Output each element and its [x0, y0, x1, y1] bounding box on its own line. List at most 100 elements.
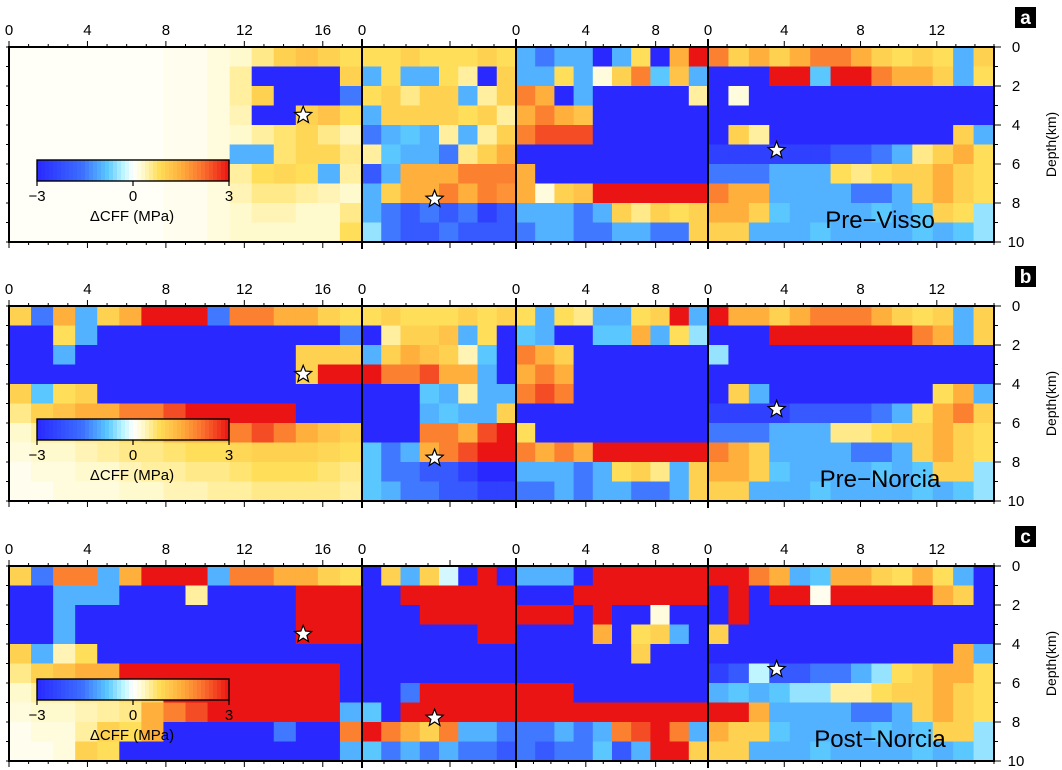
heatmap-cell	[339, 183, 363, 204]
heatmap-cell	[53, 47, 76, 68]
heatmap-cell	[381, 605, 402, 626]
heatmap-cell	[912, 481, 934, 502]
x-tick-label: 4	[780, 22, 788, 39]
heatmap-cell	[631, 86, 651, 107]
heatmap-cell	[207, 481, 231, 502]
heatmap-cell	[251, 183, 275, 204]
heatmap-cell	[535, 125, 555, 146]
heatmap-cell	[97, 47, 120, 68]
heatmap-cell	[207, 624, 231, 645]
heatmap-cell	[535, 403, 555, 424]
heatmap-cell	[362, 481, 382, 502]
heatmap-cell	[141, 183, 165, 204]
heatmap-cell	[229, 663, 253, 684]
heatmap-cell	[317, 325, 341, 346]
heatmap-cell	[53, 364, 76, 385]
heatmap-cell	[163, 66, 187, 87]
heatmap-cell	[592, 364, 613, 385]
heatmap-cell	[207, 364, 231, 385]
heatmap-cell	[119, 125, 142, 146]
heatmap-cell	[728, 144, 750, 165]
colorbar-tick-label: −3	[28, 707, 45, 724]
heatmap-cell	[419, 125, 440, 146]
heatmap-cell	[295, 47, 319, 68]
heatmap-cell	[317, 66, 341, 87]
heatmap-cell	[650, 683, 671, 704]
heatmap-cell	[400, 403, 421, 424]
heatmap-cell	[612, 722, 632, 743]
heatmap-cell	[229, 345, 253, 366]
heatmap-cell	[496, 364, 517, 385]
x-tick-label: 4	[83, 541, 91, 558]
heatmap-cell	[400, 47, 421, 68]
heatmap-cell	[612, 644, 632, 665]
section-4	[708, 566, 995, 762]
colorbar-segment	[65, 679, 70, 700]
heatmap-cell	[31, 384, 54, 405]
heatmap-cell	[339, 86, 363, 107]
heatmap-cell	[119, 605, 142, 626]
heatmap-cell	[9, 624, 32, 645]
heatmap-cell	[871, 624, 893, 645]
heatmap-cell	[891, 462, 913, 483]
heatmap-cell	[339, 741, 363, 762]
colorbar-segment	[41, 679, 46, 700]
heatmap-cell	[458, 325, 479, 346]
colorbar-segment	[201, 160, 206, 181]
heatmap-cell	[535, 423, 555, 444]
heatmap-cell	[932, 144, 954, 165]
heatmap-cell	[31, 644, 54, 665]
heatmap-cell	[554, 66, 575, 87]
heatmap-cell	[851, 423, 873, 444]
heatmap-cell	[251, 481, 275, 502]
heatmap-cell	[496, 702, 517, 723]
colorbar-segment	[49, 679, 54, 700]
heatmap-cell	[496, 481, 517, 502]
hypocenter-star-icon	[766, 398, 787, 418]
depth-tick-label: 2	[1012, 337, 1020, 354]
heatmap-cell	[419, 585, 440, 606]
heatmap-cell	[163, 624, 187, 645]
heatmap-cell	[973, 306, 995, 327]
heatmap-cell	[592, 66, 613, 87]
heatmap-cell	[477, 566, 498, 587]
heatmap-cell	[163, 741, 187, 762]
heatmap-cell	[573, 702, 594, 723]
heatmap-cell	[496, 66, 517, 87]
colorbar-tick-label: −3	[28, 188, 45, 205]
heatmap-cell	[631, 325, 651, 346]
heatmap-cell	[419, 306, 440, 327]
heatmap-cell	[871, 364, 893, 385]
heatmap-cell	[477, 47, 498, 68]
heatmap-cell	[554, 442, 575, 463]
heatmap-cell	[769, 702, 791, 723]
colorbar-segment	[97, 419, 102, 440]
heatmap-cell	[769, 605, 791, 626]
heatmap-cell	[688, 741, 709, 762]
heatmap-cell	[535, 384, 555, 405]
heatmap-cell	[708, 462, 730, 483]
colorbar-segment	[97, 160, 102, 181]
heatmap-cell	[891, 66, 913, 87]
heatmap-cell	[97, 722, 120, 743]
colorbar-segment	[173, 419, 178, 440]
heatmap-cell	[612, 605, 632, 626]
heatmap-cell	[9, 683, 32, 704]
heatmap-cell	[31, 125, 54, 146]
heatmap-cell	[516, 702, 536, 723]
heatmap-cell	[554, 164, 575, 185]
heatmap-cell	[953, 722, 975, 743]
heatmap-cell	[207, 566, 231, 587]
colorbar-segment	[221, 419, 226, 440]
heatmap-cell	[273, 86, 297, 107]
heatmap-cell	[477, 585, 498, 606]
colorbar-segment	[205, 160, 210, 181]
colorbar-segment	[53, 160, 58, 181]
heatmap-cell	[458, 663, 479, 684]
heatmap-cell	[708, 683, 730, 704]
heatmap-cell	[932, 403, 954, 424]
heatmap-cell	[851, 481, 873, 502]
heatmap-cell	[573, 125, 594, 146]
